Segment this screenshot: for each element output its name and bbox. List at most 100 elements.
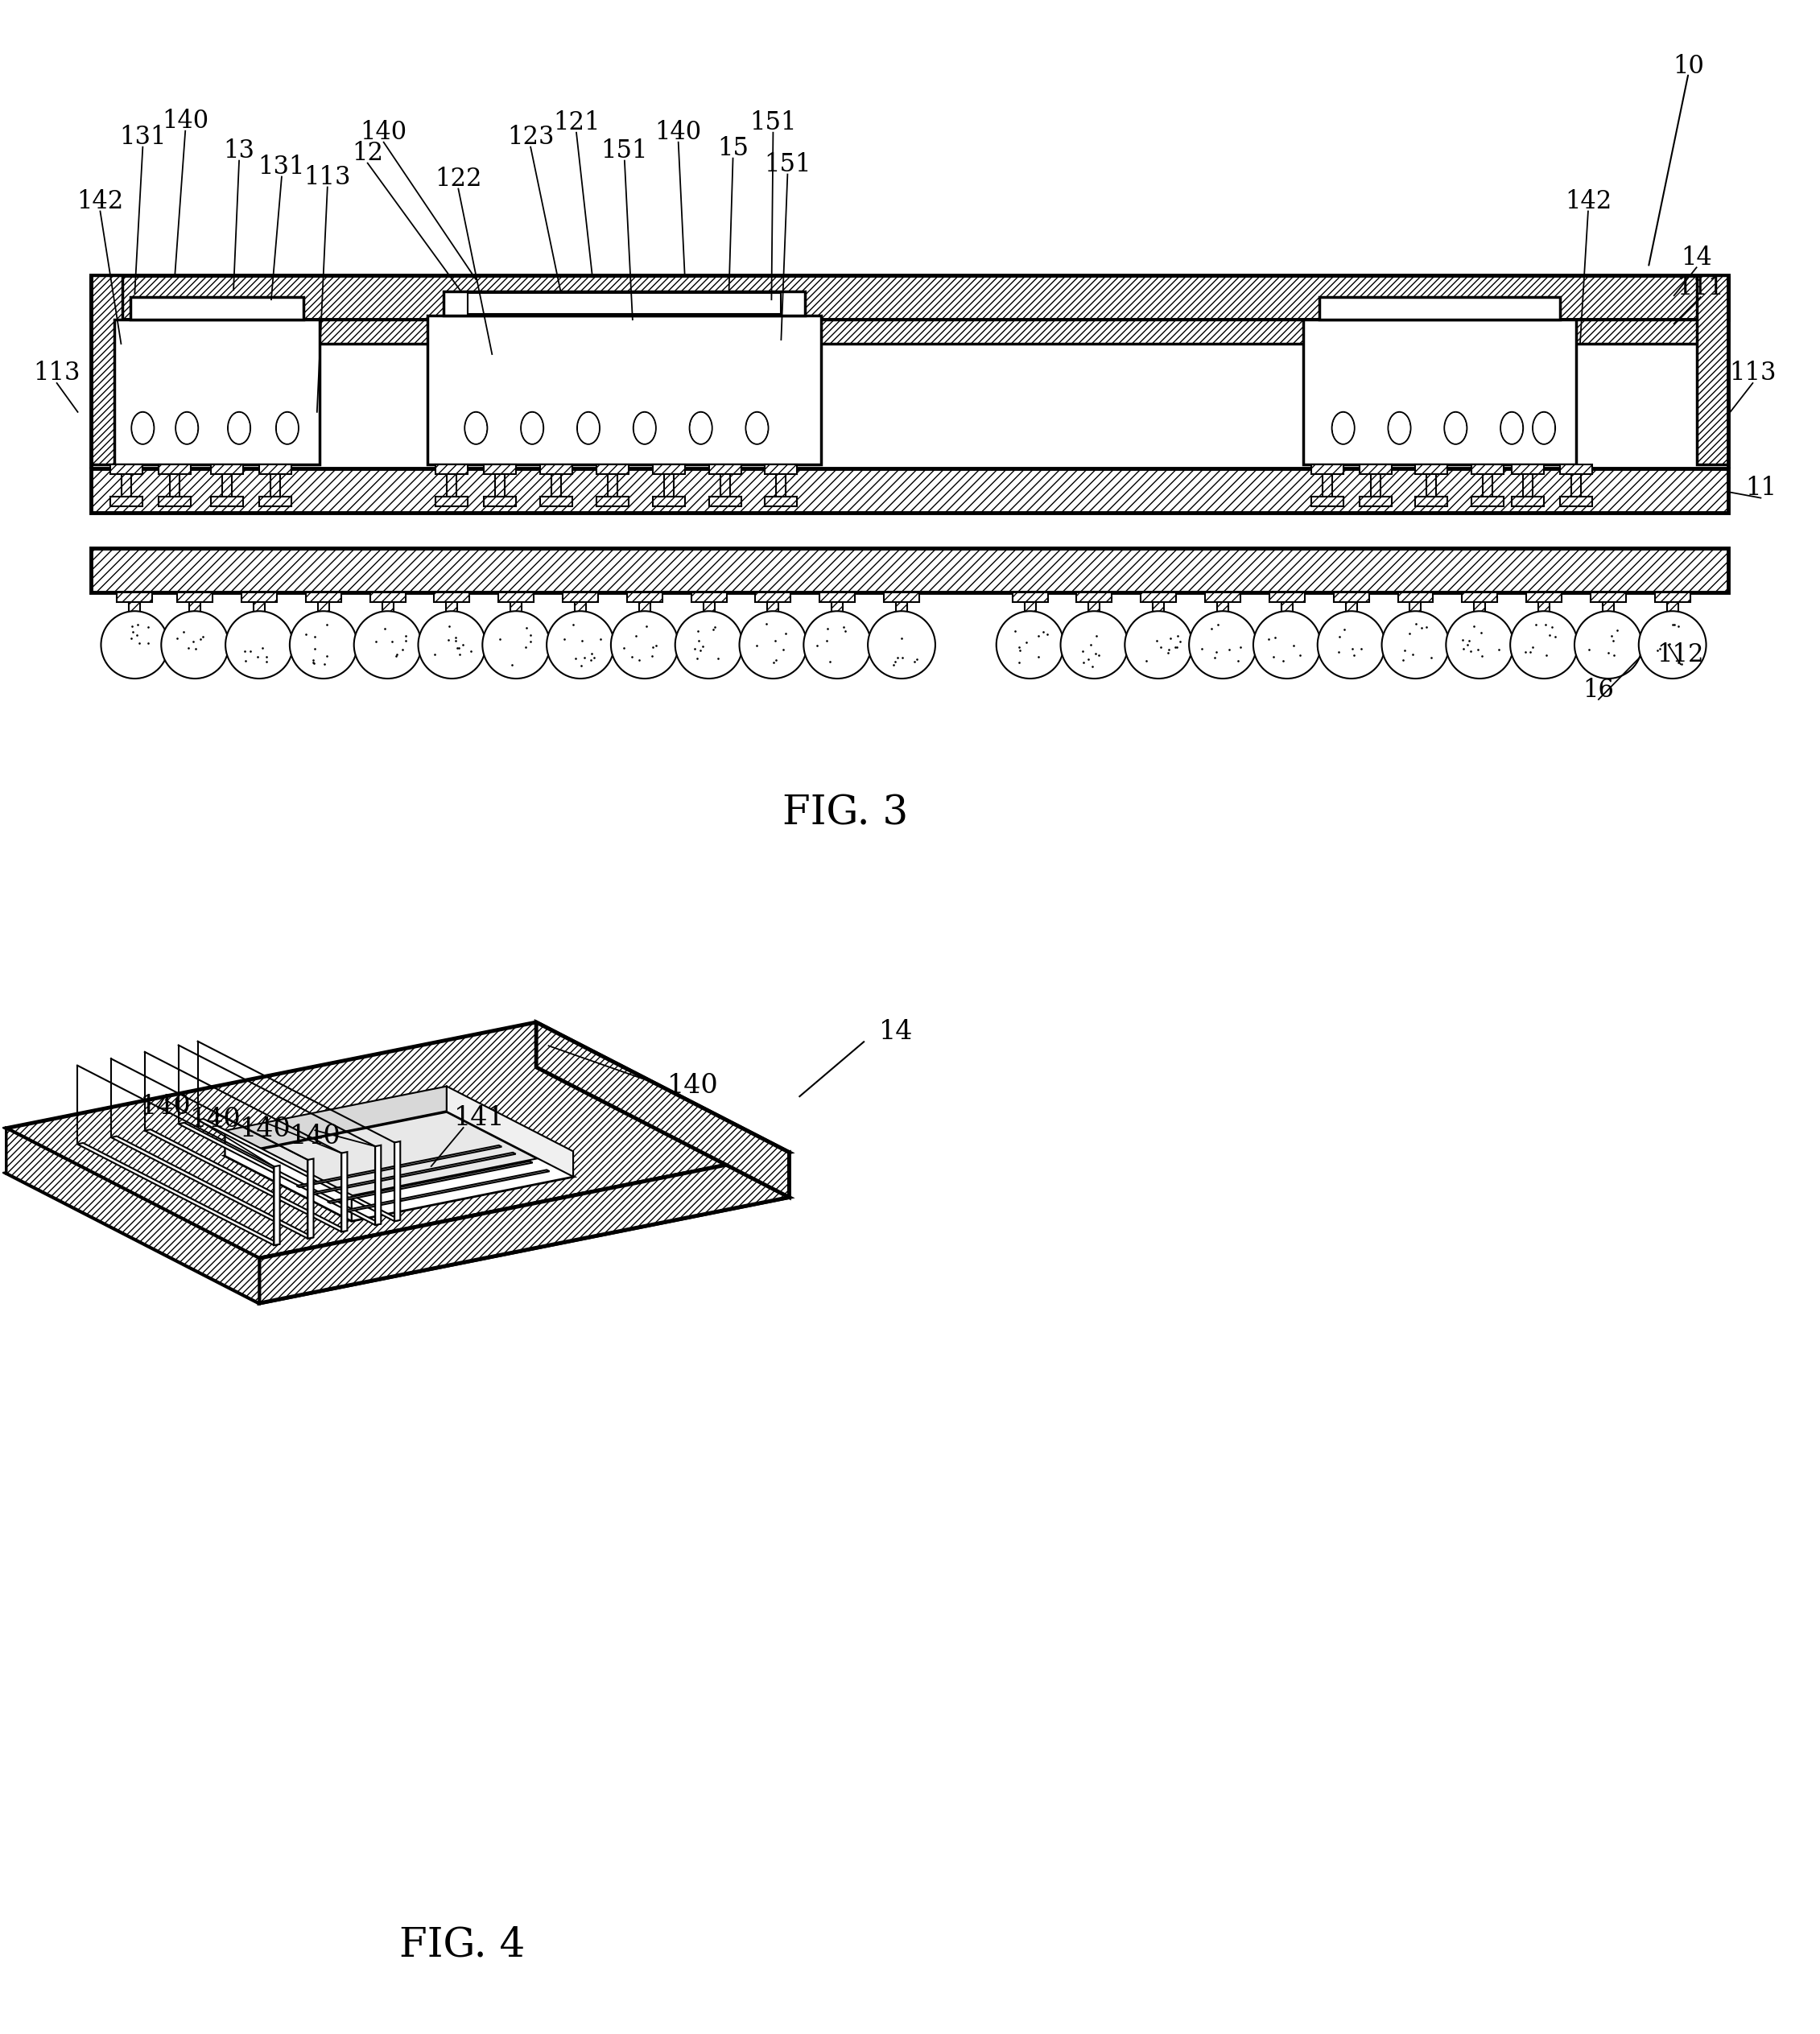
Bar — [764, 464, 797, 474]
Bar — [435, 626, 470, 637]
Bar — [664, 474, 673, 496]
Bar — [111, 496, 142, 506]
Bar — [639, 602, 650, 626]
Bar — [495, 474, 504, 496]
Circle shape — [1254, 610, 1321, 679]
Bar — [764, 496, 797, 506]
Ellipse shape — [1332, 413, 1354, 443]
Bar — [597, 496, 628, 506]
Circle shape — [739, 610, 806, 679]
Text: 140: 140 — [189, 1106, 240, 1133]
Polygon shape — [344, 1170, 550, 1212]
Bar — [1398, 626, 1432, 637]
Bar — [1416, 464, 1447, 474]
Bar — [1474, 602, 1485, 626]
Bar — [1319, 297, 1560, 319]
Bar — [1205, 592, 1241, 602]
Ellipse shape — [1332, 413, 1354, 443]
Bar — [306, 626, 340, 637]
Text: 151: 151 — [750, 110, 797, 136]
Bar — [1269, 626, 1305, 637]
Ellipse shape — [633, 413, 655, 443]
Polygon shape — [5, 1068, 790, 1304]
Text: 113: 113 — [304, 165, 351, 189]
Bar — [468, 293, 781, 313]
Text: 140: 140 — [655, 120, 703, 144]
Ellipse shape — [1534, 413, 1554, 443]
Bar — [211, 496, 244, 506]
Polygon shape — [375, 1145, 380, 1224]
Bar — [1527, 626, 1562, 637]
Bar — [1310, 496, 1343, 506]
Bar — [306, 592, 340, 602]
Bar — [1012, 626, 1048, 637]
Bar — [1472, 464, 1503, 474]
Bar — [1527, 592, 1562, 602]
Bar — [115, 319, 320, 464]
Text: 123: 123 — [508, 124, 553, 151]
Bar — [1398, 592, 1432, 602]
Text: 140: 140 — [360, 120, 408, 144]
Text: 11: 11 — [1745, 476, 1776, 500]
Polygon shape — [395, 1141, 400, 1220]
Text: 141: 141 — [453, 1104, 504, 1131]
Bar — [885, 592, 919, 602]
Ellipse shape — [177, 413, 198, 443]
Polygon shape — [311, 1153, 515, 1194]
Bar — [819, 626, 855, 637]
Bar — [708, 464, 741, 474]
Polygon shape — [258, 1153, 790, 1304]
Bar — [626, 626, 662, 637]
Bar — [755, 626, 790, 637]
Ellipse shape — [131, 413, 155, 443]
Text: 13: 13 — [224, 138, 255, 163]
Bar — [271, 474, 280, 496]
Polygon shape — [537, 1023, 790, 1198]
Circle shape — [1125, 610, 1192, 679]
Bar — [242, 626, 277, 637]
Ellipse shape — [1445, 413, 1467, 443]
Bar — [1370, 474, 1380, 496]
Text: FIG. 3: FIG. 3 — [783, 793, 908, 834]
Bar — [1025, 602, 1036, 626]
Text: 122: 122 — [435, 167, 482, 191]
Ellipse shape — [466, 413, 486, 443]
Polygon shape — [111, 1137, 313, 1239]
Text: FIG. 4: FIG. 4 — [399, 1926, 524, 1965]
Bar — [1512, 464, 1543, 474]
Text: 140: 140 — [289, 1125, 340, 1149]
Bar — [242, 592, 277, 602]
Text: 151: 151 — [764, 153, 812, 177]
Bar — [1152, 602, 1165, 626]
Bar — [1269, 592, 1305, 602]
Bar — [158, 464, 191, 474]
Bar — [177, 626, 213, 637]
Ellipse shape — [177, 413, 197, 443]
Bar — [318, 602, 329, 626]
Bar — [428, 315, 821, 464]
Bar — [91, 319, 1729, 344]
Bar — [446, 602, 457, 626]
Bar — [116, 592, 153, 602]
Bar — [1472, 496, 1503, 506]
Ellipse shape — [746, 413, 768, 443]
Text: 113: 113 — [33, 360, 80, 386]
Bar — [1571, 474, 1582, 496]
Bar — [1591, 626, 1625, 637]
Ellipse shape — [521, 413, 544, 443]
Bar — [177, 592, 213, 602]
Ellipse shape — [464, 413, 488, 443]
Bar — [1560, 496, 1592, 506]
Bar — [91, 549, 1729, 592]
Text: 14: 14 — [879, 1019, 914, 1045]
Bar — [1654, 592, 1691, 602]
Text: 142: 142 — [1565, 189, 1611, 214]
Bar — [541, 496, 571, 506]
Bar — [703, 602, 715, 626]
Text: 15: 15 — [717, 136, 748, 161]
Bar — [1416, 496, 1447, 506]
Polygon shape — [226, 1086, 446, 1155]
Bar — [1077, 626, 1112, 637]
Bar — [448, 474, 457, 496]
Polygon shape — [146, 1129, 348, 1233]
